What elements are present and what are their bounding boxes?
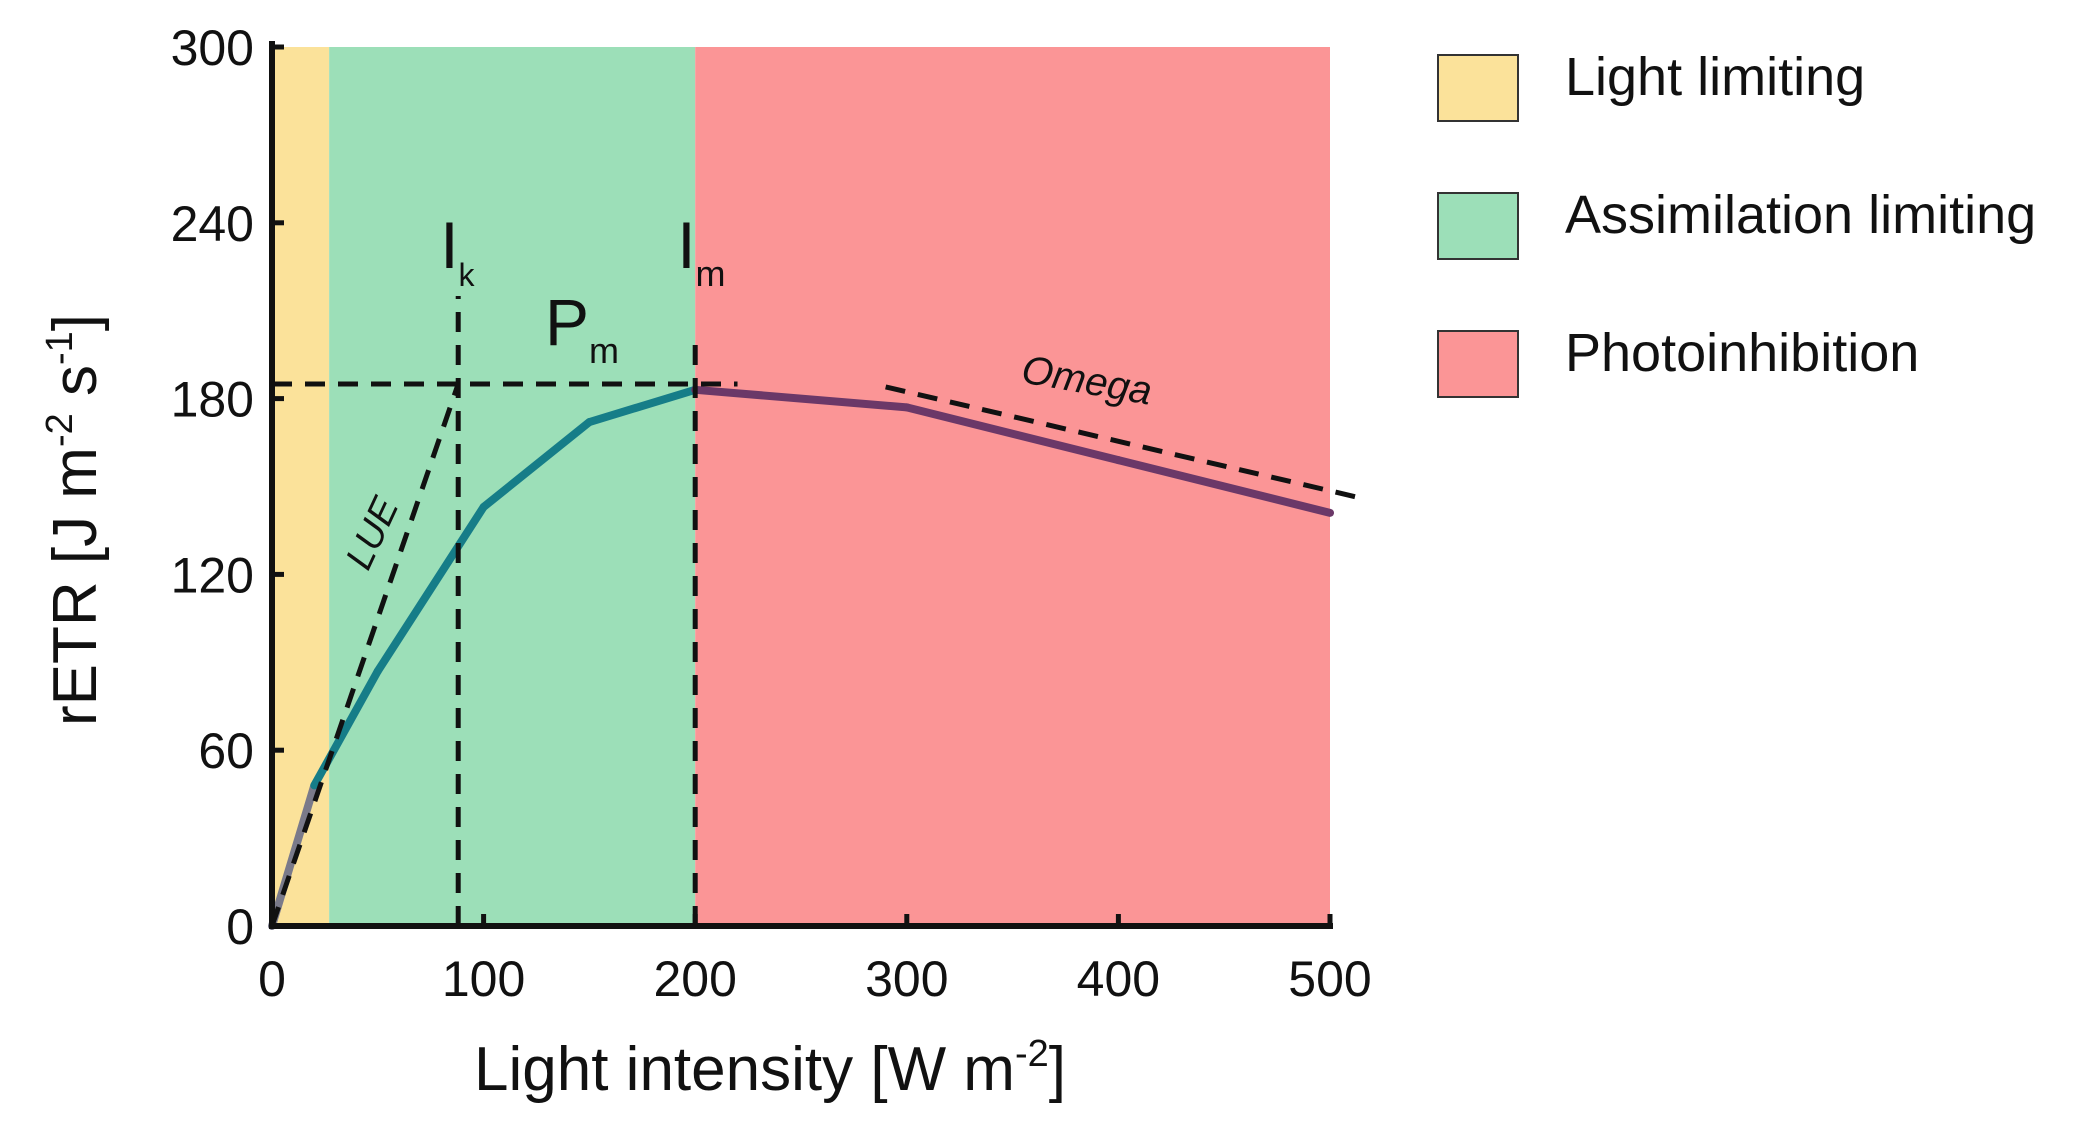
curve-segment-1 xyxy=(268,781,319,930)
x-tick-label-1: 0 xyxy=(258,951,286,1007)
curve-segment-3 xyxy=(373,503,488,676)
reference-lines xyxy=(269,296,1363,927)
curve-segment-8 xyxy=(1114,456,1334,517)
axes: 0 100 200 300 400 500 0 60 120 180 240 300 xyxy=(171,20,1372,1007)
legend-label-2: Assimilation limiting xyxy=(1565,185,2036,245)
region-bands xyxy=(272,47,1330,926)
x-tick-label-2: 100 xyxy=(442,951,525,1007)
legend-swatch-1 xyxy=(1437,54,1519,122)
im-label: Im xyxy=(677,208,725,294)
y-tick-label-4: 180 xyxy=(171,372,254,428)
curve-segment-4 xyxy=(479,418,594,512)
y-tick-label-1: 0 xyxy=(226,899,254,955)
ik-label: Ik xyxy=(440,208,475,293)
legend: Light limiting Assimilation limiting Photo… xyxy=(1437,47,2036,398)
x-tick-label-3: 200 xyxy=(653,951,736,1007)
region-band-1 xyxy=(272,47,330,926)
legend-swatch-2 xyxy=(1437,192,1519,260)
curve-segment-6 xyxy=(691,385,911,412)
y-tick-label-2: 60 xyxy=(198,723,254,779)
x-tick-label-5: 400 xyxy=(1077,951,1160,1007)
pm-label: Pm xyxy=(545,285,619,371)
legend-swatch-3 xyxy=(1437,330,1519,398)
x-tick-label-6: 500 xyxy=(1288,951,1371,1007)
omega-line xyxy=(885,384,1363,501)
x-tick-label-4: 300 xyxy=(865,951,948,1007)
curve-segment-7 xyxy=(902,403,1123,465)
legend-label-1: Light limiting xyxy=(1565,47,1865,107)
y-tick-label-5: 240 xyxy=(171,196,254,252)
legend-label-3: Photoinhibition xyxy=(1565,323,1919,383)
series-layer xyxy=(268,385,1334,930)
y-tick-label-3: 120 xyxy=(171,547,254,603)
curve-segment-5 xyxy=(585,385,700,427)
lue-line xyxy=(269,383,461,927)
x-axis-title: Light intensity [W m-2] xyxy=(474,1033,1066,1104)
y-tick-label-6: 300 xyxy=(171,20,254,76)
y-axis-title: rETR [J m-2 s-1] xyxy=(39,314,110,726)
